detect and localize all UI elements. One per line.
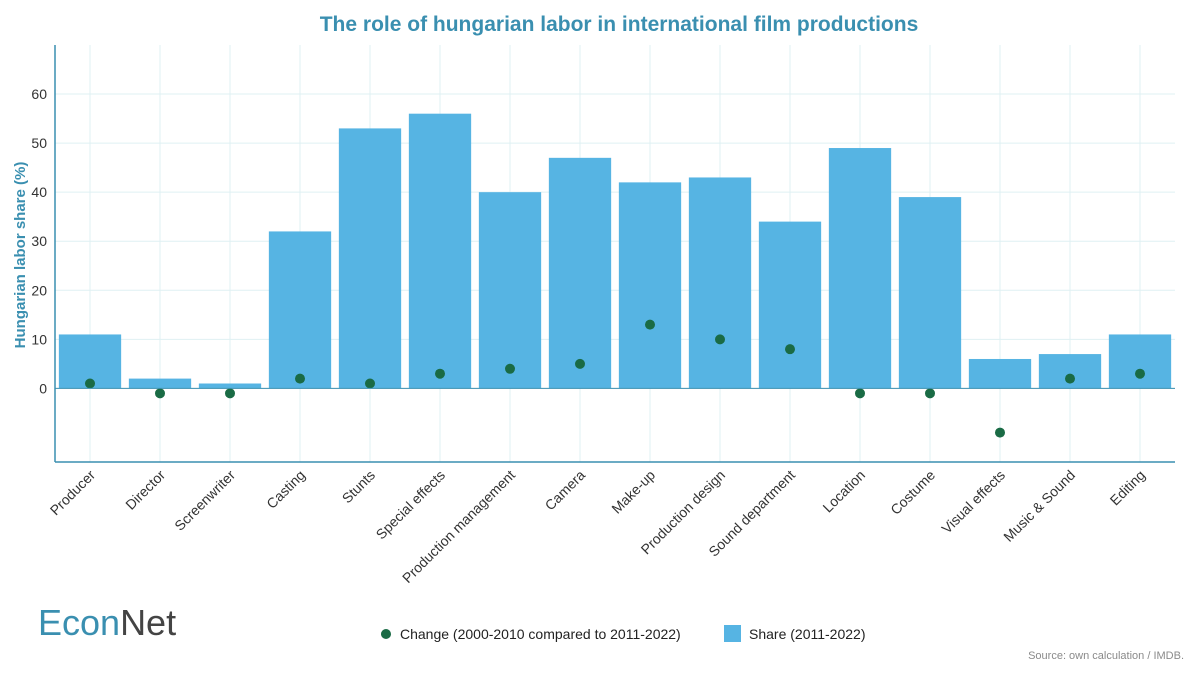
bar xyxy=(688,177,752,389)
legend-bar-marker xyxy=(724,625,741,642)
change-point xyxy=(645,319,655,330)
x-tick-label: Producer xyxy=(47,467,99,519)
change-point xyxy=(1065,373,1075,384)
x-tick-label: Music & Sound xyxy=(1000,467,1078,545)
legend: Change (2000-2010 compared to 2011-2022)… xyxy=(381,625,865,642)
change-point xyxy=(225,388,235,399)
legend-point-label: Change (2000-2010 compared to 2011-2022) xyxy=(400,626,681,642)
logo-econ-text: Econ xyxy=(38,602,120,643)
change-point xyxy=(575,358,585,369)
change-point xyxy=(785,344,795,355)
x-tick-label: Casting xyxy=(263,467,308,512)
y-tick-label: 50 xyxy=(31,135,47,151)
bar xyxy=(268,231,332,389)
svg-text:EconNet: EconNet xyxy=(38,602,176,643)
legend-point-marker xyxy=(381,629,391,639)
x-tick-label: Location xyxy=(819,467,868,516)
x-tick-label: Stunts xyxy=(339,467,378,506)
y-tick-label: 0 xyxy=(39,380,47,396)
y-tick-label: 20 xyxy=(31,282,47,298)
axes xyxy=(54,45,1175,463)
x-tick-label: Visual effects xyxy=(938,467,1008,537)
change-point xyxy=(1135,368,1145,379)
x-tick-label: Camera xyxy=(542,467,589,514)
bar-series xyxy=(58,113,1172,389)
y-tick-label: 60 xyxy=(31,86,47,102)
change-point xyxy=(925,388,935,399)
bar xyxy=(898,197,962,389)
legend-bar-label: Share (2011-2022) xyxy=(749,626,865,642)
bar xyxy=(548,157,612,389)
source-note: Source: own calculation / IMDB. xyxy=(1028,650,1184,662)
bar xyxy=(758,221,822,389)
change-point xyxy=(85,378,95,389)
x-ticks: Producer Director Screenwriter Casting Stunt… xyxy=(47,467,1148,586)
change-point xyxy=(365,378,375,389)
x-tick-label: Screenwriter xyxy=(171,467,238,534)
bar xyxy=(198,383,262,389)
grid xyxy=(55,45,1175,462)
x-tick-label: Director xyxy=(122,467,168,513)
change-point xyxy=(505,363,515,374)
bar xyxy=(1108,334,1172,389)
x-tick-label: Production management xyxy=(399,467,518,586)
econnet-logo: EconNet xyxy=(38,602,176,643)
y-axis-label: Hungarian labor share (%) xyxy=(12,162,29,349)
chart-title: The role of hungarian labor in internati… xyxy=(320,13,919,36)
y-ticks: 0 10 20 30 40 50 60 xyxy=(31,86,47,396)
point-series xyxy=(85,319,1145,438)
change-point xyxy=(995,427,1005,438)
bar xyxy=(478,192,542,389)
x-tick-label: Special effects xyxy=(373,467,449,543)
bar xyxy=(828,148,892,389)
bar xyxy=(338,128,402,389)
y-tick-label: 10 xyxy=(31,331,47,347)
x-tick-label: Costume xyxy=(887,467,938,518)
bar xyxy=(968,358,1032,389)
change-point xyxy=(435,368,445,379)
logo-net-text: Net xyxy=(120,602,176,643)
change-point xyxy=(295,373,305,384)
x-tick-label: Editing xyxy=(1107,467,1149,509)
bar xyxy=(618,182,682,389)
change-point xyxy=(855,388,865,399)
change-point xyxy=(155,388,165,399)
y-tick-label: 40 xyxy=(31,184,47,200)
y-tick-label: 30 xyxy=(31,233,47,249)
bar xyxy=(128,378,192,389)
bar xyxy=(408,113,472,389)
x-tick-label: Make-up xyxy=(608,467,658,517)
change-point xyxy=(715,334,725,345)
